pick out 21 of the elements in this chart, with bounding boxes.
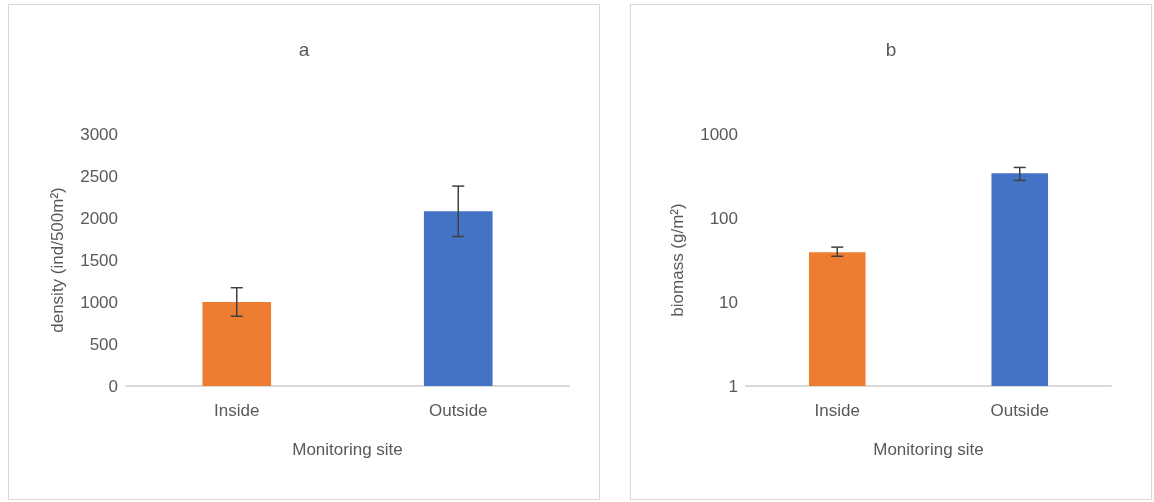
x-axis-title: Monitoring site xyxy=(292,440,403,459)
chart-title: b xyxy=(885,39,897,60)
y-tick-label: 1000 xyxy=(700,124,738,144)
y-tick-label: 0 xyxy=(108,376,118,396)
y-tick-label: 3000 xyxy=(80,124,118,144)
y-tick-label: 1500 xyxy=(80,250,118,270)
y-tick-label: 2500 xyxy=(80,166,118,186)
y-tick-label: 10 xyxy=(719,292,738,312)
y-tick-label: 1 xyxy=(728,376,738,396)
y-tick-label: 500 xyxy=(89,334,118,354)
y-tick-label: 1000 xyxy=(80,292,118,312)
x-tick-label: Outside xyxy=(428,401,488,420)
y-axis-title: density (ind/500m²) xyxy=(48,187,67,333)
y-axis-title: biomass (g/m²) xyxy=(668,203,687,317)
x-tick-label: Outside xyxy=(990,401,1050,420)
chart-title: a xyxy=(298,39,310,60)
y-tick-label: 2000 xyxy=(80,208,118,228)
x-tick-label: Inside xyxy=(814,401,860,420)
x-tick-label: Inside xyxy=(214,401,260,420)
x-axis-title: Monitoring site xyxy=(873,440,984,459)
y-tick-label: 100 xyxy=(709,208,738,228)
